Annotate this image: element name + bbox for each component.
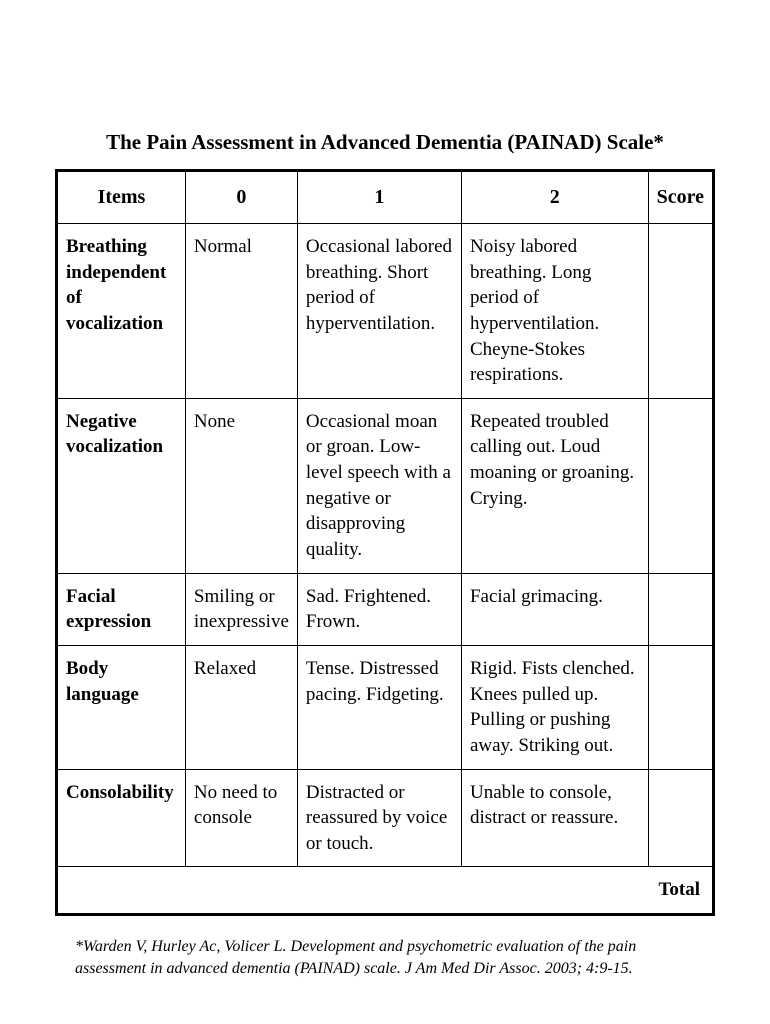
table-row: Body language Relaxed Tense. Distressed … bbox=[57, 645, 714, 769]
page-title: The Pain Assessment in Advanced Dementia… bbox=[55, 130, 715, 155]
cell-score bbox=[648, 573, 713, 645]
total-label: Total bbox=[57, 867, 714, 915]
cell-score bbox=[648, 769, 713, 867]
item-label: Negative vocalization bbox=[57, 398, 186, 573]
cell-col2: Repeated troubled calling out. Loud moan… bbox=[461, 398, 648, 573]
cell-score bbox=[648, 224, 713, 399]
cell-score bbox=[648, 645, 713, 769]
cell-col1: Occasional labored breathing. Short peri… bbox=[297, 224, 461, 399]
table-header-row: Items 0 1 2 Score bbox=[57, 171, 714, 224]
cell-col1: Tense. Distressed pacing. Fidgeting. bbox=[297, 645, 461, 769]
item-label: Body language bbox=[57, 645, 186, 769]
cell-col0: Normal bbox=[185, 224, 297, 399]
header-items: Items bbox=[57, 171, 186, 224]
cell-col2: Facial grimacing. bbox=[461, 573, 648, 645]
header-score: Score bbox=[648, 171, 713, 224]
total-row: Total bbox=[57, 867, 714, 915]
table-row: Consolability No need to console Distrac… bbox=[57, 769, 714, 867]
cell-col2: Noisy labored breathing. Long period of … bbox=[461, 224, 648, 399]
cell-col2: Unable to console, distract or reassure. bbox=[461, 769, 648, 867]
item-label: Consolability bbox=[57, 769, 186, 867]
table-row: Breathing independent of vocalization No… bbox=[57, 224, 714, 399]
header-col0: 0 bbox=[185, 171, 297, 224]
cell-col2: Rigid. Fists clenched. Knees pulled up. … bbox=[461, 645, 648, 769]
table-row: Negative vocalization None Occasional mo… bbox=[57, 398, 714, 573]
table-row: Facial expression Smiling or inexpressiv… bbox=[57, 573, 714, 645]
item-label: Breathing independent of vocalization bbox=[57, 224, 186, 399]
cell-score bbox=[648, 398, 713, 573]
cell-col0: None bbox=[185, 398, 297, 573]
header-col2: 2 bbox=[461, 171, 648, 224]
painad-table: Items 0 1 2 Score Breathing independent … bbox=[55, 169, 715, 916]
item-label: Facial expression bbox=[57, 573, 186, 645]
cell-col1: Sad. Frightened. Frown. bbox=[297, 573, 461, 645]
citation: *Warden V, Hurley Ac, Volicer L. Develop… bbox=[55, 936, 715, 979]
cell-col0: Relaxed bbox=[185, 645, 297, 769]
cell-col0: Smiling or inexpressive bbox=[185, 573, 297, 645]
header-col1: 1 bbox=[297, 171, 461, 224]
cell-col1: Occasional moan or groan. Low-level spee… bbox=[297, 398, 461, 573]
cell-col1: Distracted or reassured by voice or touc… bbox=[297, 769, 461, 867]
cell-col0: No need to console bbox=[185, 769, 297, 867]
